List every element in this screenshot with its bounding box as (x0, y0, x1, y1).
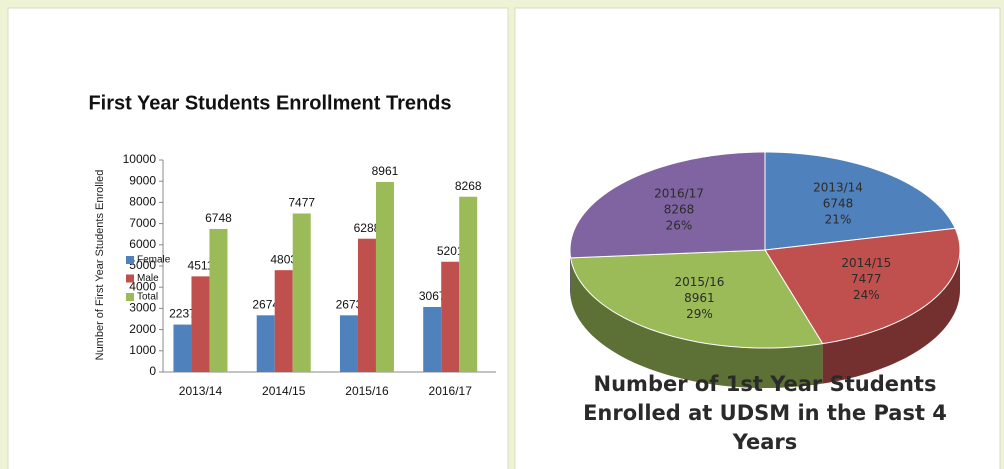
slice-label: 7477 (851, 272, 882, 286)
legend-swatch (126, 274, 134, 283)
legend-swatch (126, 293, 134, 301)
pie-side (822, 250, 960, 384)
bar (423, 306, 442, 372)
y-tick-label: 1000 (129, 343, 156, 357)
bar (173, 324, 192, 372)
pie-slice (570, 249, 824, 349)
pie-slice (764, 151, 956, 251)
left-panel (7, 7, 509, 469)
value-label: 8961 (372, 164, 399, 178)
y-tick-label: 4000 (129, 279, 156, 293)
x-tick-label: 2016/17 (429, 384, 473, 398)
y-tick-label: 9000 (129, 173, 156, 187)
slice-label: 2016/17 (654, 187, 704, 201)
slice-label: 26% (666, 219, 693, 233)
slice-label: 2015/16 (674, 275, 724, 289)
y-tick-label: 10000 (123, 152, 157, 166)
value-label: 4803 (270, 252, 297, 266)
chart-title: First Year Students Enrollment Trends (88, 92, 451, 114)
pie-title: Number of 1st Year Students Enrolled at … (583, 372, 947, 454)
bar (339, 315, 358, 372)
y-tick-label: 2000 (129, 322, 156, 336)
legend-label: Total (137, 292, 158, 303)
slice-label: 24% (853, 288, 880, 302)
bar (209, 228, 228, 372)
pie-slice (569, 151, 766, 259)
pie-side (570, 250, 571, 298)
bar (357, 238, 376, 372)
slice-label: 2013/14 (813, 181, 863, 195)
value-label: 3067 (419, 289, 446, 303)
y-tick-label: 8000 (129, 195, 156, 209)
bar (256, 315, 275, 372)
y-axis-label: Number of First Year Students Enrolled (94, 170, 106, 361)
pie-side (570, 257, 823, 388)
pie-slice (764, 227, 961, 345)
bar (191, 276, 210, 372)
slice-label: 21% (825, 213, 852, 227)
value-label: 4511 (188, 259, 214, 273)
y-tick-label: 0 (149, 364, 156, 378)
y-tick-label: 5000 (129, 258, 156, 272)
bar (292, 213, 311, 372)
value-label: 6288 (354, 221, 381, 235)
y-tick-label: 6000 (129, 237, 156, 251)
y-tick-label: 7000 (129, 216, 156, 230)
value-label: 6748 (205, 211, 232, 225)
legend-swatch (126, 256, 134, 264)
y-tick-label: 3000 (129, 301, 156, 315)
legend-label: Male (137, 273, 159, 284)
value-label: 2237 (169, 307, 196, 321)
slice-label: 8268 (664, 203, 695, 217)
slice-label: 2014/15 (841, 256, 891, 270)
x-tick-label: 2014/15 (262, 384, 306, 398)
bar (375, 182, 394, 372)
bar (441, 261, 460, 372)
x-tick-label: 2013/14 (179, 384, 223, 398)
slice-label: 8961 (684, 291, 715, 305)
bar (459, 196, 478, 372)
value-label: 7477 (288, 196, 315, 210)
bar (274, 270, 293, 372)
slice-label: 6748 (823, 197, 854, 211)
value-label: 8268 (455, 179, 482, 193)
x-tick-label: 2015/16 (345, 384, 389, 398)
value-label: 5201 (437, 244, 464, 258)
value-label: 2674 (252, 297, 279, 311)
value-label: 2673 (336, 298, 363, 312)
legend-label: Female (137, 255, 171, 266)
slice-label: 29% (686, 307, 713, 321)
